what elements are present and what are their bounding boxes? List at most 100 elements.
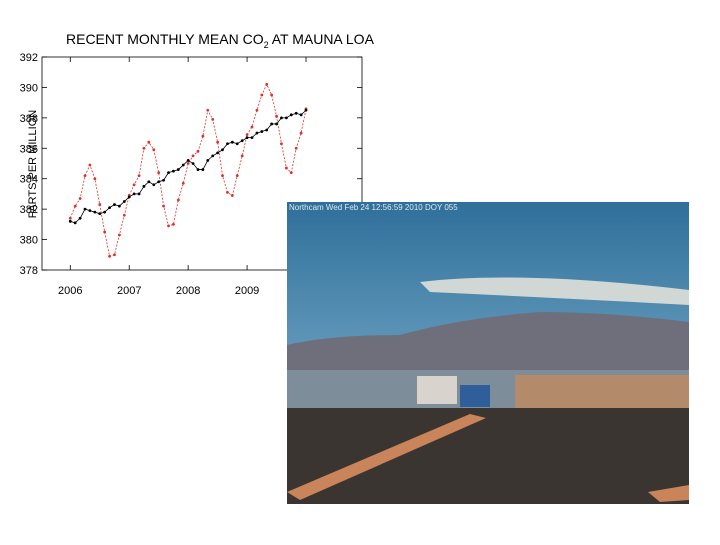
marker	[83, 174, 87, 178]
marker	[78, 216, 82, 220]
plot-frame	[41, 56, 363, 271]
marker	[260, 93, 264, 97]
marker	[196, 168, 200, 171]
x-tick-label: 2006	[58, 285, 82, 297]
marker	[93, 177, 97, 181]
marker	[132, 192, 136, 196]
marker	[201, 134, 205, 138]
marker	[191, 162, 195, 165]
marker	[226, 142, 229, 146]
marker	[113, 203, 116, 206]
marker	[127, 195, 131, 199]
y-tick-label: 378	[20, 265, 38, 277]
marker	[172, 222, 175, 226]
marker	[201, 168, 205, 171]
photo-caption: Northcam Wed Feb 24 12:56:59 2010 DOY 05…	[289, 203, 458, 212]
marker	[289, 113, 293, 117]
marker	[250, 136, 254, 140]
marker	[142, 184, 146, 188]
marker	[186, 162, 190, 165]
marker	[98, 212, 102, 216]
marker	[221, 174, 224, 178]
title-part: AT MAUNA LOA	[269, 31, 375, 47]
marker	[275, 114, 278, 118]
marker	[181, 163, 185, 167]
marker	[176, 168, 180, 171]
marker	[206, 108, 210, 112]
marker	[260, 130, 264, 133]
y-tick-label: 390	[20, 82, 38, 94]
marker	[235, 142, 239, 146]
x-tick-label: 2007	[117, 285, 141, 297]
marker	[265, 82, 269, 86]
marker	[245, 133, 249, 136]
marker	[142, 146, 146, 150]
marker	[132, 183, 136, 187]
marker	[304, 108, 308, 112]
y-tick-label: 386	[20, 143, 38, 155]
marker	[275, 122, 278, 126]
marker	[191, 154, 195, 158]
marker	[122, 200, 126, 203]
marker	[152, 183, 156, 187]
marker	[152, 148, 156, 152]
marker	[255, 131, 259, 135]
marker	[235, 174, 239, 178]
marker	[289, 171, 293, 175]
marker	[250, 125, 254, 129]
series-line	[69, 83, 307, 257]
marker	[122, 213, 126, 217]
marker	[280, 116, 283, 120]
title-sub: 2	[264, 40, 269, 50]
photo: Northcam Wed Feb 24 12:56:59 2010 DOY 05…	[287, 202, 689, 504]
marker	[221, 148, 224, 152]
y-tick-label: 384	[20, 174, 38, 186]
marker	[147, 140, 151, 144]
marker	[216, 140, 220, 144]
marker	[181, 181, 185, 185]
marker	[167, 224, 170, 228]
marker	[280, 142, 283, 146]
chart-title: RECENT MONTHLY MEAN CO2 AT MAUNA LOA	[66, 31, 375, 50]
x-tick-label: 2008	[176, 285, 200, 297]
title-part: RECENT MONTHLY MEAN CO	[66, 31, 264, 47]
x-tick-label: 2009	[235, 285, 259, 297]
marker	[78, 197, 82, 200]
marker	[240, 154, 244, 158]
marker	[108, 206, 111, 210]
y-axis-label: PARTS PER MILLION	[27, 110, 39, 218]
y-tick-label: 382	[20, 204, 38, 216]
marker	[117, 204, 121, 208]
marker	[284, 166, 288, 170]
marker	[167, 171, 170, 175]
marker	[196, 149, 200, 153]
series-line	[70, 109, 307, 224]
marker	[162, 204, 165, 208]
marker	[230, 194, 234, 197]
marker	[186, 159, 190, 162]
y-tick-label: 380	[20, 235, 38, 247]
marker	[103, 210, 107, 214]
marker	[211, 154, 215, 158]
marker	[157, 180, 161, 184]
marker	[73, 204, 77, 208]
marker	[137, 174, 141, 178]
marker	[284, 116, 288, 120]
marker	[162, 178, 165, 182]
marker	[294, 146, 298, 150]
marker	[98, 203, 102, 206]
marker	[93, 210, 97, 214]
marker	[157, 171, 161, 175]
y-tick-label: 388	[20, 113, 38, 125]
marker	[172, 169, 175, 173]
marker	[117, 233, 121, 237]
marker	[137, 192, 141, 196]
marker	[265, 128, 269, 132]
marker	[176, 198, 180, 202]
marker	[68, 216, 72, 220]
marker	[83, 207, 87, 211]
marker	[113, 253, 116, 257]
marker	[226, 191, 229, 194]
marker	[88, 163, 92, 167]
